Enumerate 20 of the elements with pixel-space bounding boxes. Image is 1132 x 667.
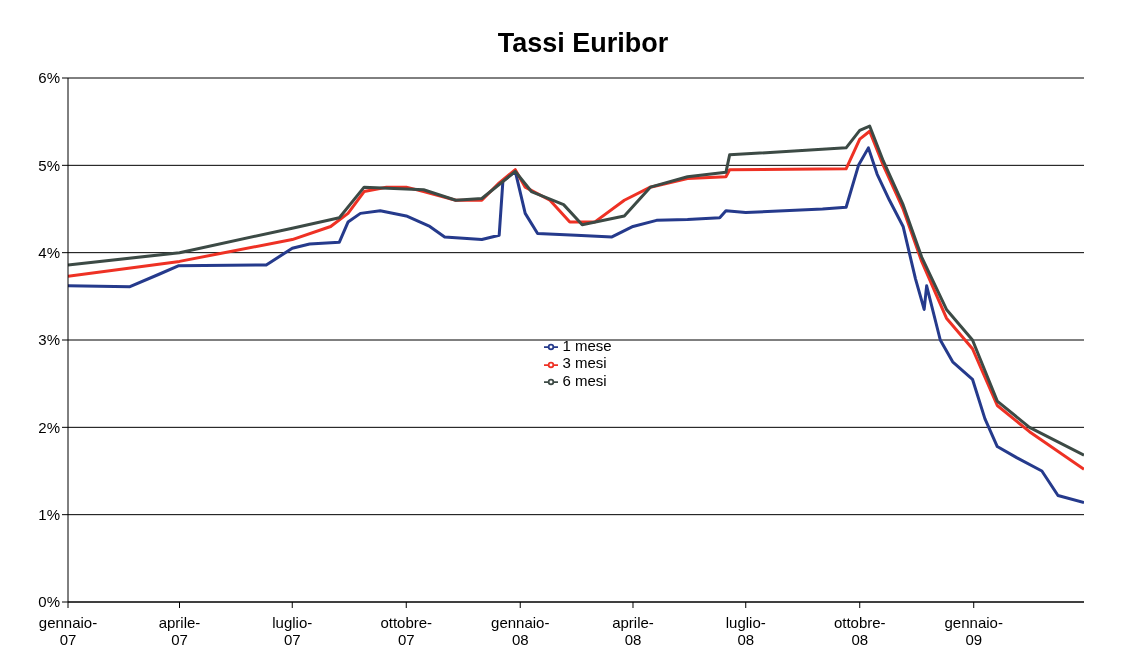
- x-tick-label: gennaio-07: [38, 614, 98, 648]
- chart-title: Tassi Euribor: [496, 27, 670, 60]
- y-tick-label: 2%: [38, 418, 60, 436]
- x-tick-label: aprile-08: [612, 614, 654, 648]
- legend-label: 3 mesi: [562, 354, 607, 372]
- y-tick-label: 3%: [38, 331, 60, 349]
- y-tick-label: 0%: [38, 593, 60, 611]
- x-tick-label: luglio-08: [725, 614, 766, 648]
- y-tick-label: 5%: [38, 156, 60, 174]
- x-tick-label: ottobre-08: [833, 614, 886, 648]
- y-tick-label: 1%: [38, 505, 60, 523]
- y-tick-label: 4%: [38, 243, 60, 261]
- x-tick-label: aprile-07: [158, 614, 201, 648]
- x-tick-label: luglio-07: [272, 614, 313, 648]
- y-tick-label: 6%: [38, 69, 60, 87]
- x-tick-label: gennaio-08: [491, 614, 550, 648]
- legend-label: 1 mese: [562, 337, 612, 355]
- x-tick-label: ottobre-07: [380, 614, 433, 648]
- x-tick-label: gennaio-09: [944, 614, 1003, 648]
- legend-label: 6 mesi: [562, 371, 607, 389]
